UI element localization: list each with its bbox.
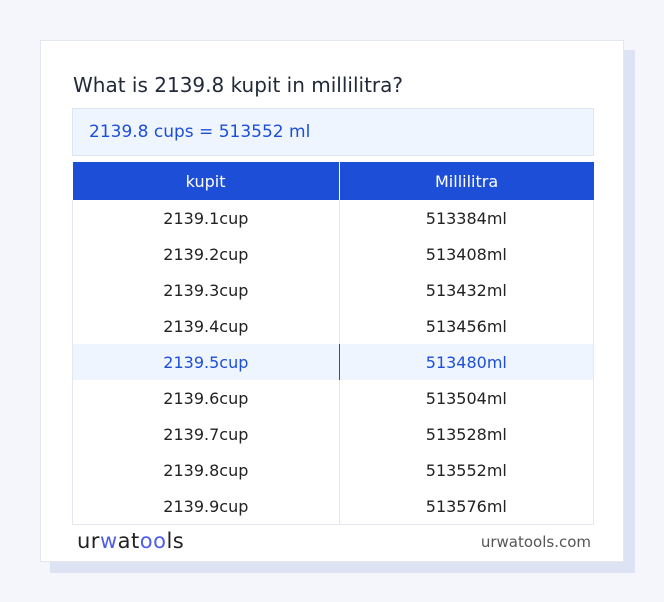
table-row: 2139.3cup 513432ml bbox=[72, 272, 594, 308]
millilitra-cell: 513504ml bbox=[425, 388, 507, 408]
millilitra-cell: 513552ml bbox=[425, 460, 507, 480]
table-row: 2139.8cup 513552ml bbox=[72, 452, 594, 488]
result-box: 2139.8 cups = 513552 ml bbox=[72, 108, 594, 156]
kupit-cell: 2139.1cup bbox=[72, 200, 340, 236]
conversion-table: kupit Millilitra 2139.1cup 513384ml 2139.2c… bbox=[72, 162, 594, 525]
page-title: What is 2139.8 kupit in millilitra? bbox=[73, 73, 404, 97]
millilitra-cell: 513432ml bbox=[425, 280, 507, 300]
site-link[interactable]: urwatools.com bbox=[480, 533, 591, 551]
header-millilitra: Millilitra bbox=[339, 162, 594, 200]
converter-card: What is 2139.8 kupit in millilitra? 2139… bbox=[40, 40, 624, 562]
millilitra-cell: 513576ml bbox=[425, 496, 507, 516]
kupit-cell: 2139.7cup bbox=[72, 416, 340, 452]
millilitra-cell: 513480ml bbox=[339, 344, 594, 380]
kupit-cell: 2139.9cup bbox=[72, 488, 340, 525]
urwatools-logo[interactable]: urwatools bbox=[77, 529, 185, 553]
table-row: 2139.5cup 513480ml bbox=[72, 344, 594, 380]
table-row: 2139.7cup 513528ml bbox=[72, 416, 594, 452]
millilitra-cell: 513528ml bbox=[425, 424, 507, 444]
kupit-cell: 2139.2cup bbox=[72, 236, 340, 272]
kupit-cell: 2139.3cup bbox=[72, 272, 340, 308]
header-kupit: kupit bbox=[72, 162, 340, 200]
kupit-cell: 2139.6cup bbox=[72, 380, 340, 416]
kupit-cell: 2139.5cup bbox=[72, 344, 340, 380]
kupit-cell: 2139.8cup bbox=[72, 452, 340, 488]
table-row: 2139.6cup 513504ml bbox=[72, 380, 594, 416]
table-row: 2139.1cup 513384ml bbox=[72, 200, 594, 236]
millilitra-cell: 513384ml bbox=[425, 208, 507, 228]
table-row: 2139.4cup 513456ml bbox=[72, 308, 594, 344]
table-row: 2139.2cup 513408ml bbox=[72, 236, 594, 272]
millilitra-cell: 513456ml bbox=[425, 316, 507, 336]
table-row: 2139.9cup 513576ml bbox=[72, 488, 594, 525]
kupit-cell: 2139.4cup bbox=[72, 308, 340, 344]
millilitra-cell: 513408ml bbox=[425, 244, 507, 264]
